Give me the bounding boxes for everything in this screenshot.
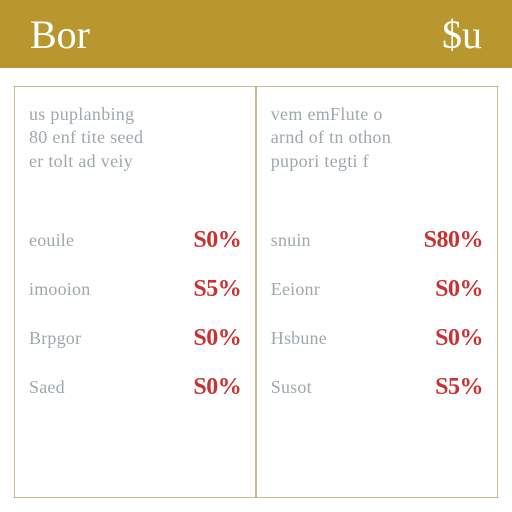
row-label: snuin bbox=[271, 230, 311, 251]
header-right-title: $u bbox=[442, 11, 482, 58]
row-value: S5% bbox=[435, 374, 483, 401]
header-bar: Bor $u bbox=[0, 0, 512, 68]
right-intro-text: vem emFlute oarnd of tn othonpupori tegt… bbox=[271, 103, 483, 199]
infographic-container: Bor $u us puplanbing80 enf tite seeder t… bbox=[0, 0, 512, 512]
list-item: Susot S5% bbox=[271, 374, 483, 401]
left-panel: us puplanbing80 enf tite seeder tolt ad … bbox=[14, 86, 255, 498]
row-label: Hsbune bbox=[271, 328, 327, 349]
header-left-title: Bor bbox=[30, 11, 90, 58]
list-item: Saed S0% bbox=[29, 374, 241, 401]
list-item: snuin S80% bbox=[271, 227, 483, 254]
row-label: Brpgor bbox=[29, 328, 81, 349]
row-value: S0% bbox=[193, 374, 241, 401]
right-rows: snuin S80% Eeionr S0% Hsbune S0% Susot S… bbox=[271, 227, 483, 401]
row-value: S0% bbox=[435, 276, 483, 303]
row-value: S5% bbox=[193, 276, 241, 303]
list-item: imooion S5% bbox=[29, 276, 241, 303]
right-panel: vem emFlute oarnd of tn othonpupori tegt… bbox=[257, 86, 498, 498]
row-value: S0% bbox=[193, 227, 241, 254]
list-item: Eeionr S0% bbox=[271, 276, 483, 303]
row-value: S0% bbox=[435, 325, 483, 352]
list-item: Brpgor S0% bbox=[29, 325, 241, 352]
row-label: eouile bbox=[29, 230, 74, 251]
left-rows: eouile S0% imooion S5% Brpgor S0% Saed S… bbox=[29, 227, 241, 401]
row-value: S0% bbox=[193, 325, 241, 352]
row-label: Susot bbox=[271, 377, 312, 398]
row-label: imooion bbox=[29, 279, 90, 300]
list-item: Hsbune S0% bbox=[271, 325, 483, 352]
row-label: Eeionr bbox=[271, 279, 320, 300]
body-panels: us puplanbing80 enf tite seeder tolt ad … bbox=[0, 68, 512, 512]
left-intro-text: us puplanbing80 enf tite seeder tolt ad … bbox=[29, 103, 241, 199]
list-item: eouile S0% bbox=[29, 227, 241, 254]
row-label: Saed bbox=[29, 377, 65, 398]
row-value: S80% bbox=[424, 227, 483, 254]
